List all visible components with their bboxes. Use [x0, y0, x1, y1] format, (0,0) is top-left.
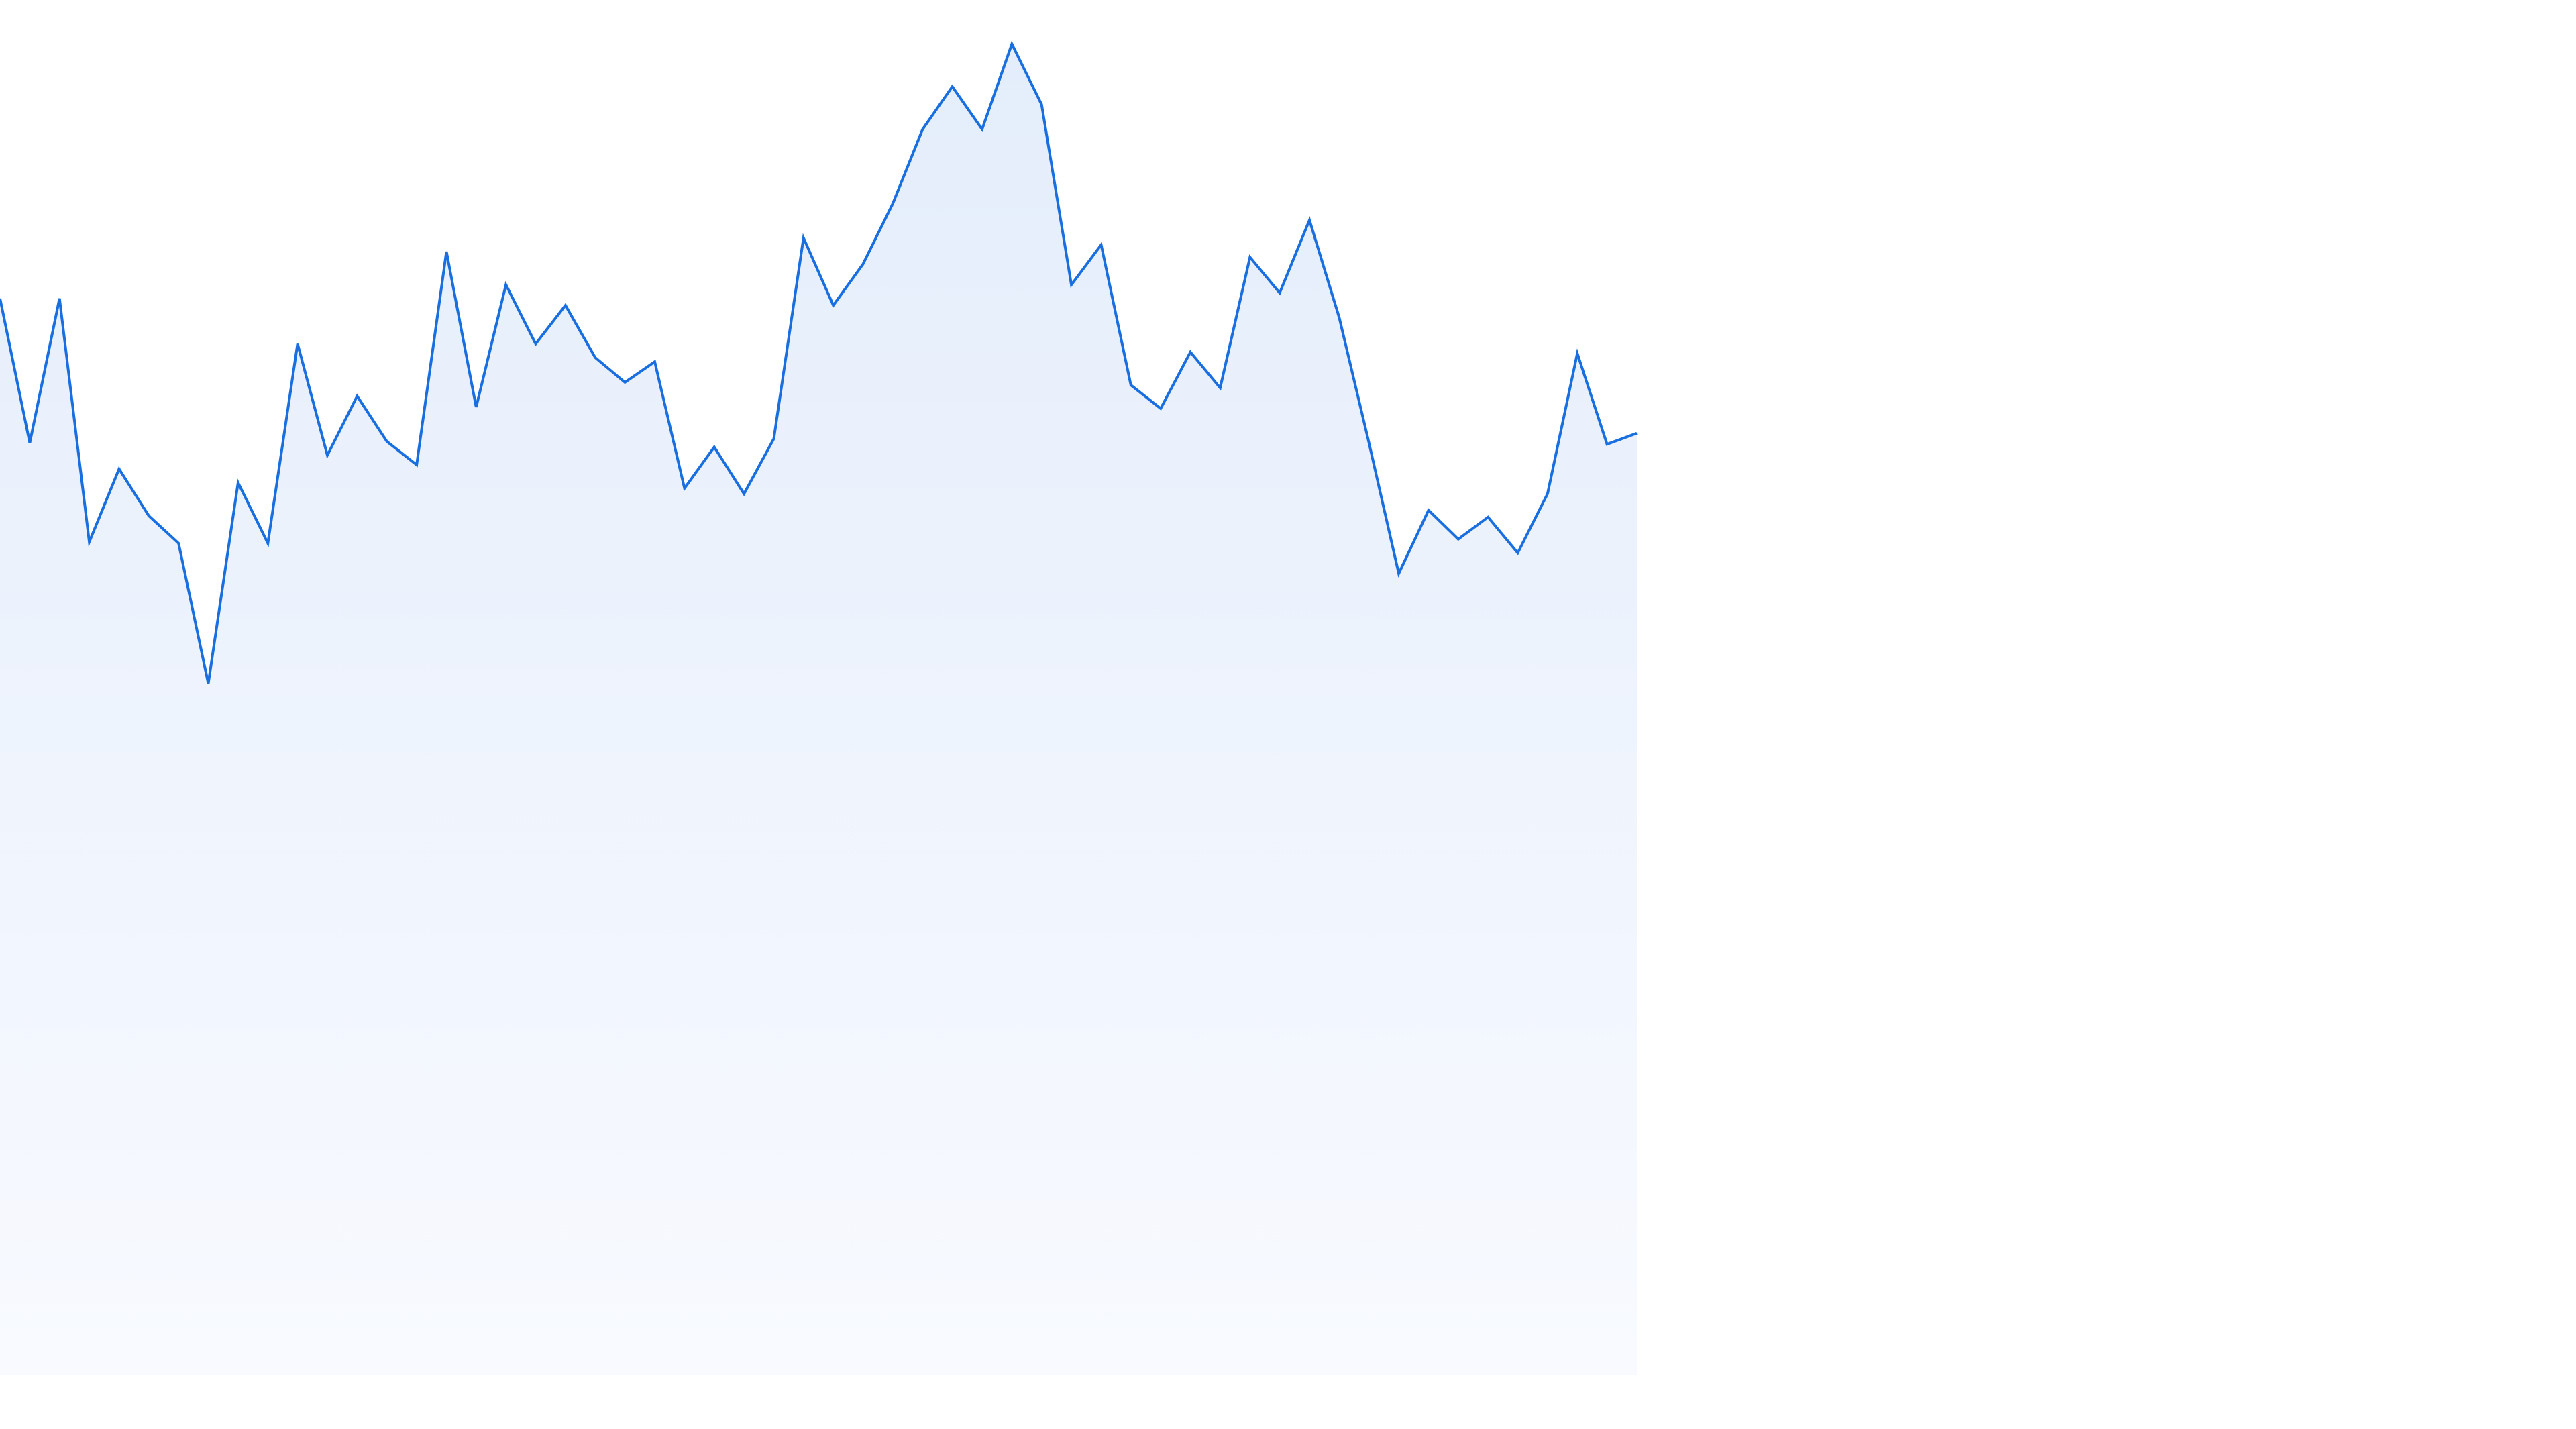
- area-fill: [0, 44, 1637, 1376]
- chart-marks: [0, 40, 1638, 1376]
- series-line: [0, 40, 1638, 684]
